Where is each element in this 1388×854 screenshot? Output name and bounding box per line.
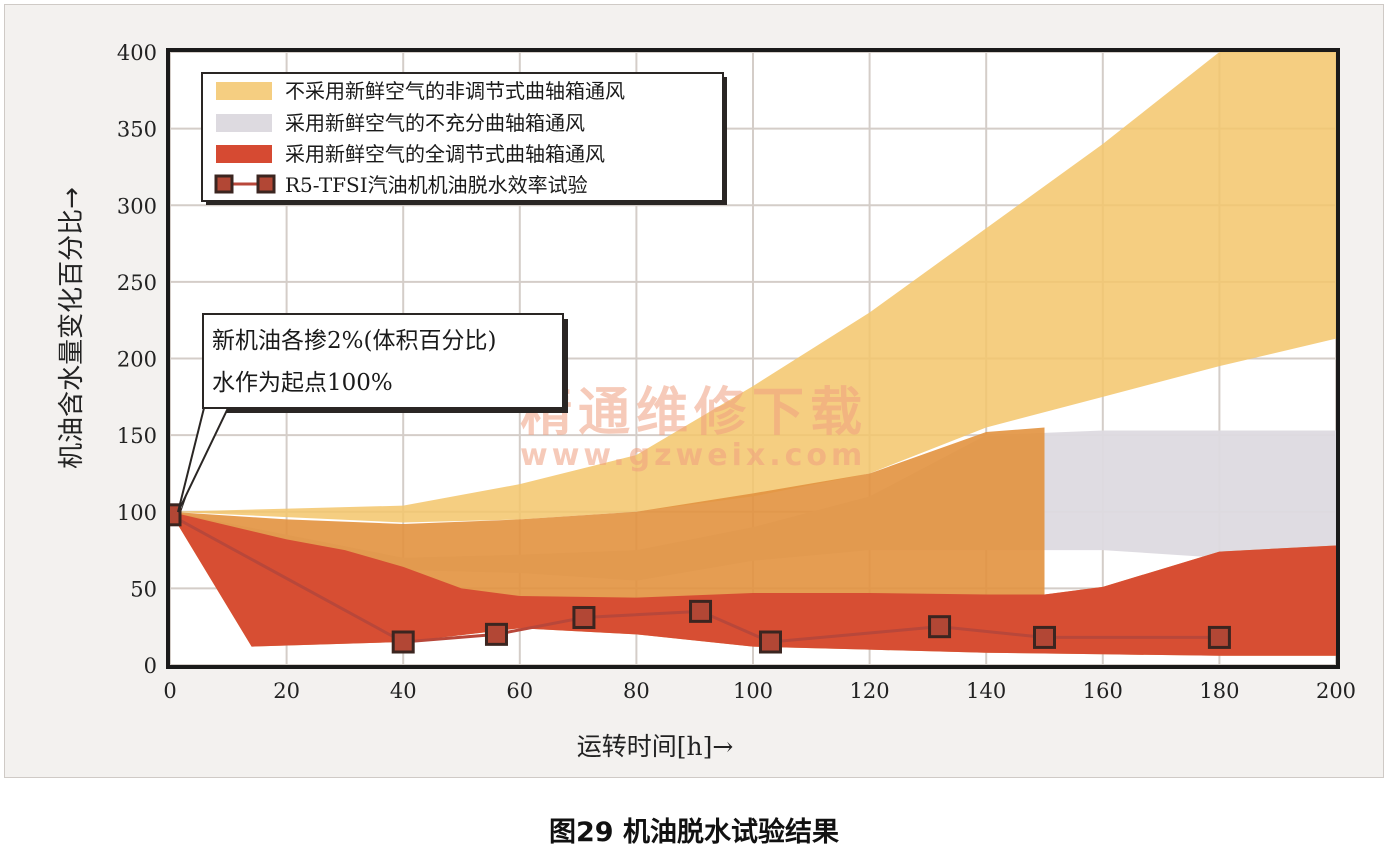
x-tick-label: 80 [623, 679, 650, 703]
x-tick-label: 140 [966, 679, 1006, 703]
test-series-marker [170, 503, 182, 527]
axis-ticks: 0 20 40 60 80 100 120 140 160 180 200 0 50 100 150 200 2… [117, 41, 1356, 703]
callout-text-line2: 水作为起点100% [212, 370, 393, 396]
x-tick-label: 100 [733, 679, 773, 703]
plot-frame [166, 48, 1340, 669]
legend-swatch-gray [216, 114, 272, 132]
y-tick-label: 150 [117, 424, 157, 448]
test-series-marker [391, 630, 415, 654]
test-series-marker [572, 605, 596, 629]
band-unregulated-vent [170, 52, 1336, 523]
y-tick-label: 300 [117, 194, 157, 218]
legend-label-1: 不采用新鲜空气的非调节式曲轴箱通风 [285, 79, 625, 103]
test-series-marker [928, 615, 952, 639]
bands [170, 52, 1336, 656]
x-tick-label: 20 [273, 679, 300, 703]
test-series [170, 503, 1231, 654]
band-full-regulated-vent [170, 511, 1336, 656]
callout-text-line1: 新机油各掺2%(体积百分比) [212, 328, 496, 354]
x-tick-label: 180 [1199, 679, 1239, 703]
legend-swatch-red [216, 145, 272, 163]
y-axis-label: 机油含水量变化百分比→ [57, 187, 87, 469]
legend: 不采用新鲜空气的非调节式曲轴箱通风 采用新鲜空气的不充分曲轴箱通风 采用新鲜空气… [201, 72, 727, 205]
legend-swatch-yellow [216, 82, 272, 100]
x-tick-label: 160 [1083, 679, 1123, 703]
y-tick-label: 0 [144, 654, 157, 678]
legend-swatch-marker-left [214, 174, 234, 194]
test-series-marker [1207, 625, 1231, 649]
legend-label-4: R5-TFSI汽油机机油脱水效率试验 [285, 173, 588, 197]
y-tick-label: 350 [117, 118, 157, 142]
y-tick-label: 100 [117, 501, 157, 525]
y-tick-label: 200 [117, 348, 157, 372]
callout-box [202, 313, 564, 409]
x-tick-label: 40 [390, 679, 417, 703]
test-series-marker [484, 622, 508, 646]
legend-label-2: 采用新鲜空气的不充分曲轴箱通风 [285, 111, 585, 135]
x-axis-label: 运转时间[h]→ [577, 732, 734, 761]
x-tick-label: 200 [1316, 679, 1356, 703]
x-tick-label: 0 [163, 679, 176, 703]
chart: 精通维修下载 www.gzweix.com 0 20 40 60 80 100 120 140… [57, 41, 1356, 761]
y-tick-label: 50 [130, 577, 157, 601]
y-tick-label: 400 [117, 41, 157, 65]
legend-swatch-marker-right [256, 174, 276, 194]
figure-caption: 图29 机油脱水试验结果 [549, 817, 839, 848]
test-series-marker [758, 630, 782, 654]
legend-label-3: 采用新鲜空气的全调节式曲轴箱通风 [285, 142, 605, 166]
y-tick-label: 250 [117, 271, 157, 295]
start-point-callout: 新机油各掺2%(体积百分比) 水作为起点100% [177, 313, 568, 515]
legend-box [201, 72, 724, 202]
test-series-marker [689, 599, 713, 623]
x-tick-label: 60 [506, 679, 533, 703]
x-tick-label: 120 [850, 679, 890, 703]
watermark-text-cn: 精通维修下载 [520, 383, 868, 443]
watermark-text-url: www.gzweix.com [520, 438, 866, 473]
test-series-marker [1033, 625, 1056, 649]
